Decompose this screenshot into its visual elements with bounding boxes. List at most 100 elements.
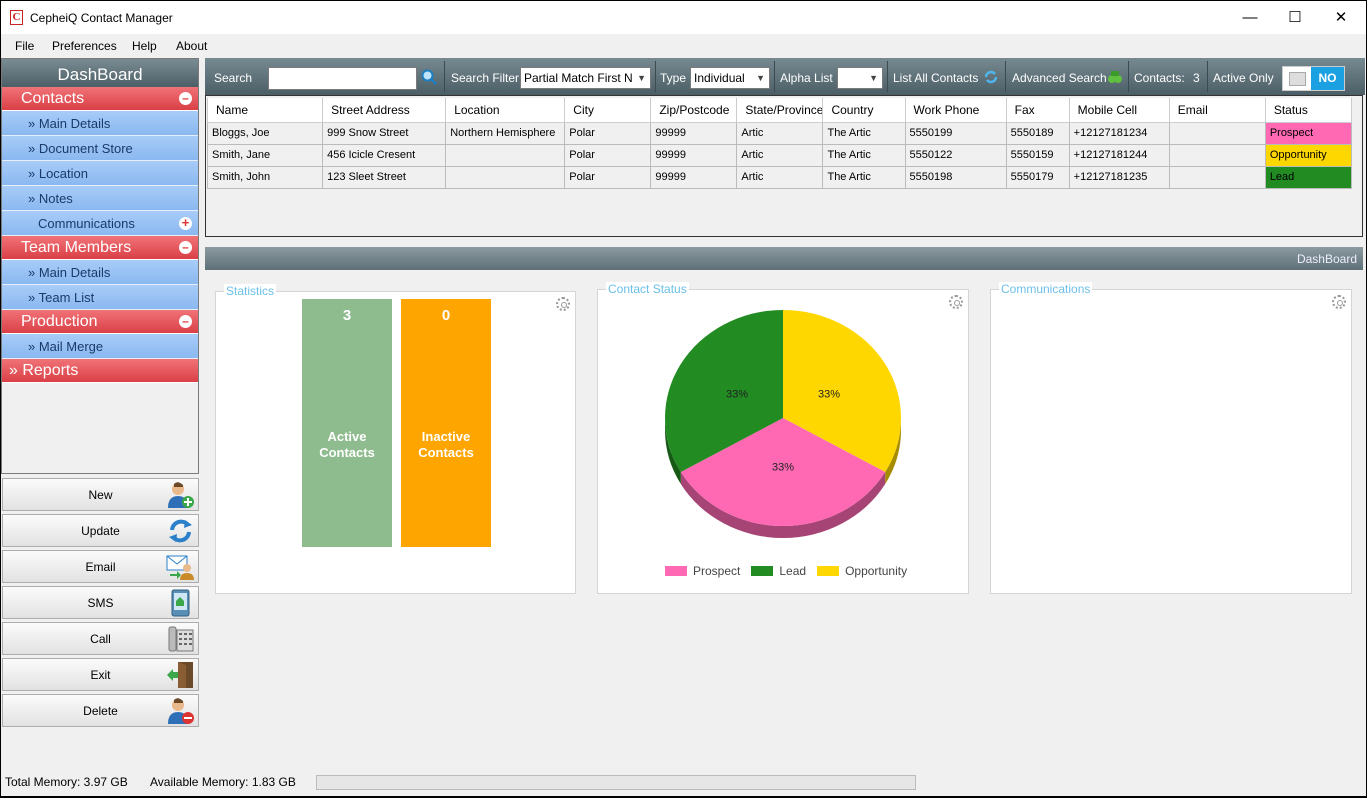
legend-label: Lead [779,564,807,578]
email-icon [166,555,194,580]
gear-icon[interactable] [556,297,570,311]
update-button[interactable]: Update [2,514,199,547]
legend-item: Opportunity [817,564,907,578]
column-header[interactable]: Mobile Cell [1068,98,1170,123]
app-logo-icon: C [10,10,23,25]
menu-about[interactable]: About [176,39,208,53]
maximize-button[interactable]: ☐ [1288,9,1302,26]
call-label: Call [90,632,111,646]
close-button[interactable]: ✕ [1334,9,1348,26]
delete-button[interactable]: Delete [2,694,199,727]
table-cell: 5550122 [904,143,1007,167]
sidebar-item-contact-main-details[interactable]: » Main Details [2,111,198,136]
email-label: Email [85,560,116,574]
minimize-button[interactable]: — [1242,9,1258,26]
table-row[interactable]: Smith, John 123 Sleet Street Polar 99999 Art… [206,165,1353,189]
table-body: Bloggs, Joe 999 Snow Street Northern Hemis… [206,121,1353,189]
search-input[interactable] [268,67,417,90]
desk-phone-icon [168,626,194,652]
advanced-search-button[interactable]: Advanced Search [1012,71,1107,85]
active-label: Active Contacts [319,429,375,460]
alpha-list-select[interactable]: ▼ [837,67,883,89]
exit-label: Exit [90,668,111,682]
communications-panel: Communications [990,282,1352,594]
column-header[interactable]: Zip/Postcode [650,98,738,123]
menu-preferences[interactable]: Preferences [52,39,117,53]
statistics-panel: Statistics 3 Active Contacts 0 Inactive … [215,284,576,594]
pie-data-label: 33% [772,462,794,474]
column-header[interactable]: Work Phone [904,98,1007,123]
sidebar-item-notes[interactable]: » Notes [2,186,198,211]
column-header[interactable]: Fax [1005,98,1070,123]
contacts-count-label: Contacts: [1134,71,1185,85]
column-header[interactable]: Email [1168,98,1266,123]
sidebar-item-team-list[interactable]: » Team List [2,285,198,310]
call-button[interactable]: Call [2,622,199,655]
legend-swatch [817,566,840,576]
type-select[interactable]: Individual ▼ [690,67,770,89]
active-only-toggle[interactable]: NO [1282,66,1345,91]
refresh-icon[interactable] [983,69,999,85]
pie-slice-lead[interactable] [665,310,783,472]
expand-icon[interactable]: + [179,216,192,230]
new-button[interactable]: New [2,478,199,511]
exit-button[interactable]: Exit [2,658,199,691]
legend-swatch [665,566,687,576]
table-cell: Smith, Jane [206,143,324,167]
contact-status-pie: 33% 33% 33% [665,310,901,538]
table-row[interactable]: Bloggs, Joe 999 Snow Street Northern Hemis… [206,121,1353,145]
table-cell [1168,143,1266,167]
column-header[interactable]: Country [822,98,906,123]
column-header[interactable]: Location [445,98,566,123]
sidebar-item-mail-merge[interactable]: » Mail Merge [2,334,198,359]
delete-label: Delete [83,704,118,718]
inactive-contacts-tile[interactable]: 0 Inactive Contacts [401,299,491,547]
sidebar-item-document-store[interactable]: » Document Store [2,136,198,161]
gear-icon[interactable] [949,295,963,309]
pie-slice-prospect[interactable] [680,418,886,526]
refresh-icon [169,519,192,543]
section-production[interactable]: Production – [2,310,198,334]
menu-help[interactable]: Help [132,39,157,53]
table-header: Name Street Address Location City Zip/Postco… [206,98,1353,123]
table-row[interactable]: Smith, Jane 456 Icicle Cresent Polar 99999 A… [206,143,1353,167]
sms-button[interactable]: SMS [2,586,199,619]
column-header[interactable]: Street Address [322,98,447,123]
sidebar-item-communications[interactable]: Communications + [2,211,198,236]
sidebar-item-location[interactable]: » Location [2,161,198,186]
collapse-icon[interactable]: – [179,92,192,105]
total-memory: Total Memory: 3.97 GB [5,775,128,789]
gear-icon[interactable] [1332,295,1346,309]
search-filter-select[interactable]: Partial Match First N ▼ [520,67,651,89]
available-memory: Available Memory: 1.83 GB [150,775,296,789]
column-header[interactable]: Status [1264,98,1353,123]
pie-slice-opportunity[interactable] [783,310,901,472]
select-value: Partial Match First N [524,71,633,85]
binoculars-icon[interactable] [1107,69,1123,85]
email-button[interactable]: Email [2,550,199,583]
table-cell: Artic [736,121,824,145]
section-team-members[interactable]: Team Members – [2,236,198,260]
status-cell: Opportunity [1264,143,1353,167]
section-reports[interactable]: » Reports [2,359,198,383]
column-header[interactable]: Name [206,98,324,123]
toolbar-divider [1128,61,1129,92]
contacts-table: Name Street Address Location City Zip/Postco… [206,98,1353,189]
table-cell: The Artic [822,143,906,167]
search-icon[interactable] [421,69,437,85]
menu-file[interactable]: File [15,39,35,53]
collapse-icon[interactable]: – [179,241,192,254]
collapse-icon[interactable]: – [179,315,192,328]
table-cell: 99999 [650,165,738,189]
table-cell: +12127181244 [1068,143,1170,167]
column-header[interactable]: City [564,98,652,123]
sidebar-item-team-main-details[interactable]: » Main Details [2,260,198,285]
active-contacts-tile[interactable]: 3 Active Contacts [302,299,392,547]
toolbar-divider [655,61,656,92]
column-header[interactable]: State/Province [736,98,824,123]
section-contacts[interactable]: Contacts – [2,87,198,111]
section-label: Contacts [21,90,85,107]
list-all-contacts-button[interactable]: List All Contacts [893,71,979,85]
sms-label: SMS [87,596,114,610]
table-cell: 5550189 [1005,121,1070,145]
